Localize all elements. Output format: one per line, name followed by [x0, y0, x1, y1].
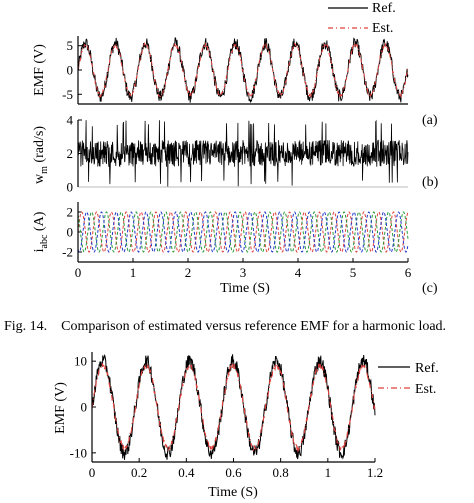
panel-d-ref-line: [91, 353, 376, 460]
panel-c-x-ticks: 0 1 2 3 4 5 6: [75, 258, 412, 280]
y-tick-label: 4: [67, 113, 74, 128]
panel-b: wm (rad/s) 4 2 0 (b): [32, 113, 439, 195]
panel-d-xlabel: Time (S): [208, 485, 258, 500]
panel-c-ylabel-unit: (A): [32, 211, 47, 234]
panel-c-ylabel: iabc (A): [32, 211, 50, 252]
panel-a-ylabel: EMF (V): [32, 44, 47, 96]
panel-d-legend: Ref. Est.: [378, 361, 439, 397]
figure-caption: Fig. 14. Comparison of estimated versus …: [4, 319, 446, 334]
y-tick-label: 2: [67, 146, 74, 161]
panel-b-letter: (b): [422, 175, 439, 190]
panel-c-letter: (c): [422, 281, 438, 296]
y-tick-label: 0: [67, 225, 74, 240]
panel-b-lines: [77, 119, 409, 187]
panel-a-est-line: [77, 41, 409, 99]
y-tick-label: 0: [81, 400, 88, 415]
panel-c-phase-a-line: [77, 211, 409, 253]
panel-a-legend-ref-label: Ref.: [372, 1, 396, 16]
x-tick-label: 1: [130, 265, 137, 280]
panel-d-est-line: [91, 362, 376, 453]
x-tick-label: 1.2: [367, 465, 383, 480]
panel-c-xlabel: Time (S): [220, 281, 270, 296]
y-tick-label: 0: [67, 180, 74, 195]
panel-a-lines: [77, 37, 409, 104]
x-tick-label: 5: [350, 265, 357, 280]
panel-b-ylabel-main: w: [32, 173, 47, 184]
x-tick-label: 0: [75, 265, 82, 280]
panel-a: EMF (V) 5 0 -5 Ref. Est. (a): [32, 1, 438, 128]
y-tick-label: -10: [70, 445, 87, 460]
panel-c-ylabel-sub: abc: [39, 234, 50, 248]
panel-b-ylabel-sub: m: [39, 166, 50, 174]
panel-b-y-ticks: 4 2 0: [67, 113, 82, 195]
x-tick-label: 4: [295, 265, 302, 280]
x-tick-label: 0: [89, 465, 96, 480]
x-tick-label: 6: [405, 265, 412, 280]
y-tick-label: 10: [74, 354, 87, 369]
panel-a-legend-est-label: Est.: [372, 21, 393, 36]
panel-d-legend-est-label: Est.: [415, 382, 436, 397]
panel-a-letter: (a): [422, 113, 438, 128]
panel-b-ylabel-unit: (rad/s): [32, 126, 47, 166]
panel-a-y-ticks: 5 0 -5: [62, 38, 82, 102]
y-tick-label: -5: [62, 87, 73, 102]
y-tick-label: 5: [67, 38, 74, 53]
panel-c-lines: [77, 211, 409, 253]
panel-b-speed-line: [77, 119, 409, 187]
panel-b-ylabel: wm (rad/s): [32, 126, 50, 184]
panel-c-phase-c-line: [77, 211, 409, 253]
panel-d-legend-ref-label: Ref.: [415, 361, 439, 376]
y-tick-label: -2: [62, 245, 73, 260]
y-tick-label: 0: [67, 63, 74, 78]
panel-c-phase-b-line: [77, 211, 409, 253]
x-tick-label: 0.8: [273, 465, 289, 480]
x-tick-label: 1: [325, 465, 332, 480]
x-tick-label: 3: [240, 265, 247, 280]
x-tick-label: 0.6: [225, 465, 242, 480]
panel-d-y-ticks: 10 0 -10: [70, 354, 96, 460]
panel-c-ylabel-main: i: [32, 248, 47, 252]
x-tick-label: 0.4: [178, 465, 195, 480]
panel-d: EMF (V) 100-10 0 0.2 0.4 0.6 0.8 1 1.2 Time (S…: [53, 352, 439, 500]
panel-d-lines: [91, 353, 376, 460]
x-tick-label: 2: [185, 265, 192, 280]
y-tick-label: 2: [67, 205, 74, 220]
panel-d-x-ticks: 0 0.2 0.4 0.6 0.8 1 1.2: [89, 458, 383, 480]
panel-a-legend: Ref. Est.: [328, 1, 396, 36]
x-tick-label: 0.2: [131, 465, 147, 480]
panel-d-ylabel: EMF (V): [53, 382, 68, 434]
